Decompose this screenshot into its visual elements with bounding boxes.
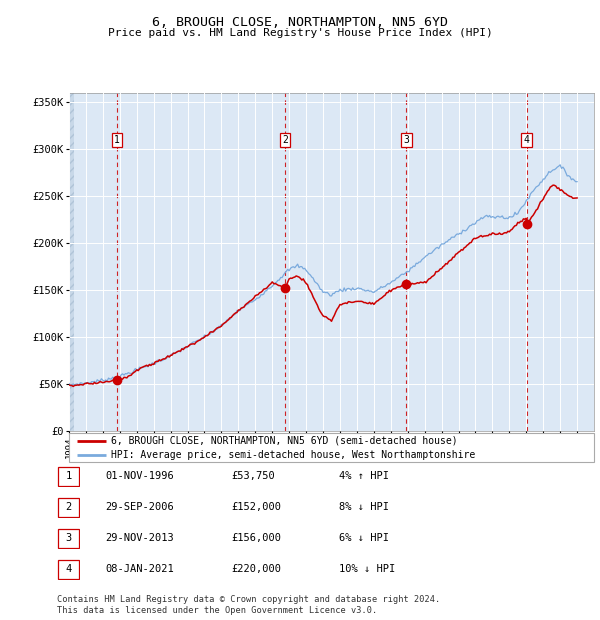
Text: £220,000: £220,000 — [231, 564, 281, 574]
Text: This data is licensed under the Open Government Licence v3.0.: This data is licensed under the Open Gov… — [57, 606, 377, 615]
FancyBboxPatch shape — [58, 498, 79, 516]
Text: 29-NOV-2013: 29-NOV-2013 — [105, 533, 174, 543]
Text: 4: 4 — [65, 564, 71, 574]
Text: 08-JAN-2021: 08-JAN-2021 — [105, 564, 174, 574]
Text: £152,000: £152,000 — [231, 502, 281, 512]
FancyBboxPatch shape — [69, 433, 594, 462]
FancyBboxPatch shape — [58, 467, 79, 485]
Bar — [65, 93, 74, 431]
Text: 4% ↑ HPI: 4% ↑ HPI — [339, 471, 389, 481]
Text: HPI: Average price, semi-detached house, West Northamptonshire: HPI: Average price, semi-detached house,… — [111, 450, 475, 460]
Text: 1: 1 — [65, 471, 71, 481]
Text: 29-SEP-2006: 29-SEP-2006 — [105, 502, 174, 512]
Text: £156,000: £156,000 — [231, 533, 281, 543]
Text: Price paid vs. HM Land Registry's House Price Index (HPI): Price paid vs. HM Land Registry's House … — [107, 28, 493, 38]
FancyBboxPatch shape — [58, 529, 79, 547]
Text: 10% ↓ HPI: 10% ↓ HPI — [339, 564, 395, 574]
Text: 6, BROUGH CLOSE, NORTHAMPTON, NN5 6YD: 6, BROUGH CLOSE, NORTHAMPTON, NN5 6YD — [152, 16, 448, 29]
Text: Contains HM Land Registry data © Crown copyright and database right 2024.: Contains HM Land Registry data © Crown c… — [57, 595, 440, 604]
Text: 2: 2 — [282, 135, 288, 145]
FancyBboxPatch shape — [58, 560, 79, 578]
Text: 3: 3 — [403, 135, 409, 145]
Text: 01-NOV-1996: 01-NOV-1996 — [105, 471, 174, 481]
Text: 6, BROUGH CLOSE, NORTHAMPTON, NN5 6YD (semi-detached house): 6, BROUGH CLOSE, NORTHAMPTON, NN5 6YD (s… — [111, 435, 458, 446]
Text: 4: 4 — [524, 135, 530, 145]
Text: 8% ↓ HPI: 8% ↓ HPI — [339, 502, 389, 512]
Text: 2: 2 — [65, 502, 71, 512]
Text: 1: 1 — [114, 135, 120, 145]
Text: 6% ↓ HPI: 6% ↓ HPI — [339, 533, 389, 543]
Text: 3: 3 — [65, 533, 71, 543]
Text: £53,750: £53,750 — [231, 471, 275, 481]
